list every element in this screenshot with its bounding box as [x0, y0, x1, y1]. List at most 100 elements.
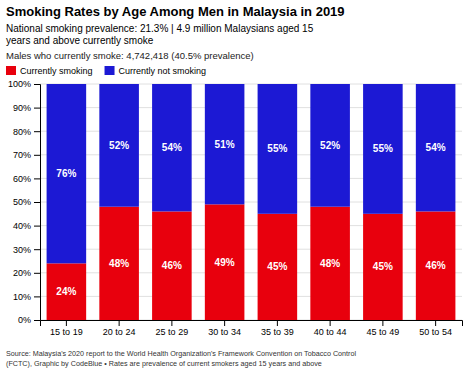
- tick: 50 to 54: [419, 320, 452, 337]
- tick-label: 35 to 39: [261, 327, 294, 337]
- tick: 10%: [13, 292, 40, 302]
- bar: [99, 207, 139, 320]
- data-labels: 24% 48% 46% 49% 45% 48% 45% 46% 76% 52% 54% 51% 55% 5…: [56, 139, 445, 298]
- tick-mark: [171, 320, 172, 326]
- tick-mark: [34, 273, 40, 274]
- bar: [152, 211, 192, 320]
- tick-label: 40 to 44: [314, 327, 347, 337]
- bar: [363, 84, 403, 214]
- data-label: 24%: [56, 286, 76, 297]
- tick-label: 50 to 54: [419, 327, 452, 337]
- bar: [258, 214, 298, 320]
- data-label: 54%: [426, 142, 446, 153]
- data-label: 49%: [215, 257, 235, 268]
- title: Smoking Rates by Age Among Men in Malays…: [6, 4, 345, 19]
- tick-mark: [66, 320, 67, 326]
- tick-mark: [34, 108, 40, 109]
- tick: 90%: [13, 103, 40, 113]
- bar: [205, 204, 245, 320]
- annotation: (FCTC), Graphic by CodeBlue • Rates are …: [6, 359, 322, 368]
- data-label: 52%: [109, 140, 129, 151]
- bar: [47, 263, 87, 320]
- tick-label: 20 to 24: [103, 327, 136, 337]
- tick: 15 to 19: [50, 320, 83, 337]
- tick-label: 100%: [8, 79, 31, 89]
- legend-item: Currently not smoking: [105, 66, 207, 76]
- tick: 30 to 34: [208, 320, 241, 337]
- annotation: Source: Malaysia's 2020 report to the Wo…: [6, 349, 356, 358]
- tick-label: 30 to 34: [208, 327, 241, 337]
- legend: Currently smoking Currently not smoking: [6, 66, 206, 76]
- data-label: 76%: [56, 168, 76, 179]
- tick-label: 70%: [13, 150, 31, 160]
- tick-mark: [382, 320, 383, 326]
- tick-mark: [277, 320, 278, 326]
- tick: 40 to 44: [314, 320, 347, 337]
- data-label: 46%: [426, 260, 446, 271]
- tick-mark: [224, 320, 225, 326]
- bar: [310, 207, 350, 320]
- subtitle: National smoking prevalence: 21.3% | 4.9…: [6, 23, 314, 34]
- tick: 100%: [8, 79, 40, 89]
- tick-mark: [34, 202, 40, 203]
- bar: [416, 84, 456, 211]
- bar: [310, 84, 350, 207]
- bar: [99, 84, 139, 207]
- tick-label: 50%: [13, 197, 31, 207]
- tick: 40%: [13, 221, 40, 231]
- legend-item: Currently smoking: [6, 66, 93, 76]
- legend-swatch: [6, 66, 16, 75]
- tick-mark: [34, 155, 40, 156]
- data-label: 46%: [162, 260, 182, 271]
- tick: 20 to 24: [103, 320, 136, 337]
- tick-label: 30%: [13, 245, 31, 255]
- data-label: 54%: [162, 142, 182, 153]
- bar: [152, 84, 192, 211]
- legend-swatch: [105, 66, 115, 75]
- data-label: 48%: [320, 258, 340, 269]
- tick: 45 to 49: [367, 320, 400, 337]
- tick-mark: [119, 320, 120, 326]
- tick: 50%: [13, 197, 40, 207]
- data-label: 55%: [267, 143, 287, 154]
- tick-mark: [330, 320, 331, 326]
- x-axis: 15 to 19 20 to 24 25 to 29 30 to 34 35 to 39…: [41, 320, 463, 337]
- tick-label: 80%: [13, 127, 31, 137]
- tick: 70%: [13, 150, 40, 160]
- data-label: 51%: [215, 139, 235, 150]
- series: [47, 84, 456, 263]
- tick-label: 25 to 29: [156, 327, 189, 337]
- tick-mark: [34, 296, 40, 297]
- tick: 30%: [13, 245, 40, 255]
- tick-mark: [34, 178, 40, 179]
- data-label: 45%: [267, 261, 287, 272]
- data-label: 55%: [373, 143, 393, 154]
- tick-mark: [34, 249, 40, 250]
- bars: [47, 84, 456, 320]
- tick-mark: [34, 84, 40, 85]
- axis-line: [41, 321, 463, 327]
- y-axis: 0% 10% 20% 30% 40% 50% 60% 70% 80% 90% 100%: [8, 79, 41, 325]
- bar: [363, 214, 403, 320]
- tick-mark: [34, 320, 40, 321]
- tick: 25 to 29: [156, 320, 189, 337]
- tick: 80%: [13, 127, 40, 137]
- data-label: 52%: [320, 140, 340, 151]
- tick-label: 0%: [18, 315, 31, 325]
- tick-label: 60%: [13, 174, 31, 184]
- data-label: 48%: [109, 258, 129, 269]
- tick-label: 20%: [13, 268, 31, 278]
- tick-mark: [435, 320, 436, 326]
- chart: Smoking Rates by Age Among Men in Malays…: [0, 0, 474, 372]
- legend-label: Currently not smoking: [119, 66, 207, 76]
- bar: [416, 211, 456, 320]
- grid: [40, 84, 462, 320]
- plot-area: 24% 48% 46% 49% 45% 48% 45% 46% 76% 52% 54% 51% 55% 5…: [8, 79, 463, 337]
- tick-label: 15 to 19: [50, 327, 83, 337]
- data-label: 45%: [373, 261, 393, 272]
- tick-label: 40%: [13, 221, 31, 231]
- tick: 60%: [13, 174, 40, 184]
- subtitle: Males who currently smoke: 4,742,418 (40…: [6, 50, 254, 61]
- legend-label: Currently smoking: [20, 66, 93, 76]
- bar: [205, 84, 245, 204]
